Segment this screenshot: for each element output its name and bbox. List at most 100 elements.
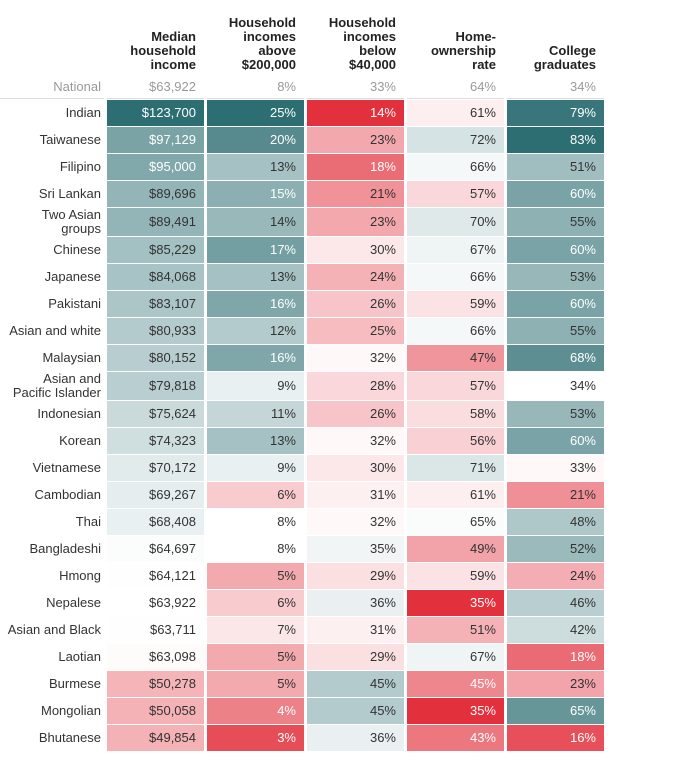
cell-value: 9% [207,455,304,481]
cell-value: $80,933 [107,318,204,344]
data-row: Cambodian $69,267 6% 31% 61% 21% [0,482,604,508]
cell-value: 45% [307,671,404,697]
data-row: Mongolian $50,058 4% 45% 35% 65% [0,698,604,724]
national-value: 8% [207,76,304,99]
cell-value: 32% [307,345,404,371]
cell-value: 31% [307,617,404,643]
data-row: Malaysian $80,152 16% 32% 47% 68% [0,345,604,371]
cell-value: 8% [207,536,304,562]
data-table: Median household income Household incomes… [0,15,604,751]
cell-value: 29% [307,563,404,589]
row-label: Bhutanese [38,730,101,745]
row-label: Indian [65,105,101,120]
data-row: Pakistani $83,107 16% 26% 59% 60% [0,291,604,317]
cell-value: 42% [507,617,604,643]
cell-value: 65% [507,698,604,724]
cell-value: $63,711 [107,617,204,643]
row-label: Korean [59,433,101,448]
row-label: Burmese [48,676,101,691]
row-label: Bangladeshi [29,541,101,556]
column-header: Home-ownership rate [430,29,496,72]
cell-value: 5% [207,563,304,589]
row-label: Two Asian groups [41,207,101,236]
cell-value: 13% [207,428,304,454]
data-row: Asian and Black $63,711 7% 31% 51% 42% [0,617,604,643]
data-row: Indonesian $75,624 11% 26% 58% 53% [0,401,604,427]
row-label: Cambodian [34,487,102,502]
cell-value: 15% [207,181,304,207]
cell-value: 3% [207,725,304,751]
cell-value: $50,058 [107,698,204,724]
cell-value: 17% [207,237,304,263]
cell-value: 12% [207,318,304,344]
cell-value: 35% [407,590,504,616]
cell-value: $49,854 [107,725,204,751]
cell-value: 14% [307,100,404,126]
cell-value: 18% [307,154,404,180]
cell-value: 30% [307,455,404,481]
cell-value: 60% [507,428,604,454]
cell-value: 66% [407,154,504,180]
cell-value: 59% [407,563,504,589]
cell-value: 61% [407,100,504,126]
cell-value: 51% [507,154,604,180]
cell-value: 83% [507,127,604,153]
row-label: National [0,76,104,99]
cell-value: 66% [407,318,504,344]
cell-value: 20% [207,127,304,153]
cell-value: $50,278 [107,671,204,697]
cell-value: 68% [507,345,604,371]
row-label: Asian and white [9,323,101,338]
cell-value: 55% [507,208,604,236]
column-header: Household incomes below $40,000 [328,15,396,72]
national-value: 64% [407,76,504,99]
cell-value: 28% [307,372,404,400]
data-row: Chinese $85,229 17% 30% 67% 60% [0,237,604,263]
cell-value: $89,491 [107,208,204,236]
cell-value: 32% [307,428,404,454]
data-row: Bhutanese $49,854 3% 36% 43% 16% [0,725,604,751]
cell-value: 47% [407,345,504,371]
data-row: Asian and white $80,933 12% 25% 66% 55% [0,318,604,344]
cell-value: 57% [407,372,504,400]
cell-value: 24% [307,264,404,290]
cell-value: 55% [507,318,604,344]
cell-value: 60% [507,291,604,317]
cell-value: 46% [507,590,604,616]
cell-value: 57% [407,181,504,207]
cell-value: 58% [407,401,504,427]
cell-value: $63,098 [107,644,204,670]
cell-value: 23% [307,208,404,236]
data-row: Nepalese $63,922 6% 36% 35% 46% [0,590,604,616]
data-row: Laotian $63,098 5% 29% 67% 18% [0,644,604,670]
cell-value: $89,696 [107,181,204,207]
cell-value: $85,229 [107,237,204,263]
row-label: Pakistani [48,296,101,311]
data-row: Indian $123,700 25% 14% 61% 79% [0,100,604,126]
cell-value: 66% [407,264,504,290]
row-label: Sri Lankan [38,186,101,201]
cell-value: $84,068 [107,264,204,290]
data-row: Thai $68,408 8% 32% 65% 48% [0,509,604,535]
cell-value: 25% [207,100,304,126]
cell-value: 53% [507,264,604,290]
row-label: Nepalese [46,595,101,610]
data-row: Japanese $84,068 13% 24% 66% 53% [0,264,604,290]
cell-value: 18% [507,644,604,670]
cell-value: 51% [407,617,504,643]
cell-value: 36% [307,590,404,616]
cell-value: 5% [207,644,304,670]
row-label: Vietnamese [32,460,101,475]
row-label: Laotian [58,649,101,664]
cell-value: 32% [307,509,404,535]
cell-value: 79% [507,100,604,126]
cell-value: 16% [207,345,304,371]
data-row: Two Asian groups $89,491 14% 23% 70% 55% [0,208,604,236]
cell-value: 13% [207,154,304,180]
cell-value: 33% [507,455,604,481]
row-label: Malaysian [42,350,101,365]
cell-value: $68,408 [107,509,204,535]
cell-value: $70,172 [107,455,204,481]
cell-value: 21% [307,181,404,207]
